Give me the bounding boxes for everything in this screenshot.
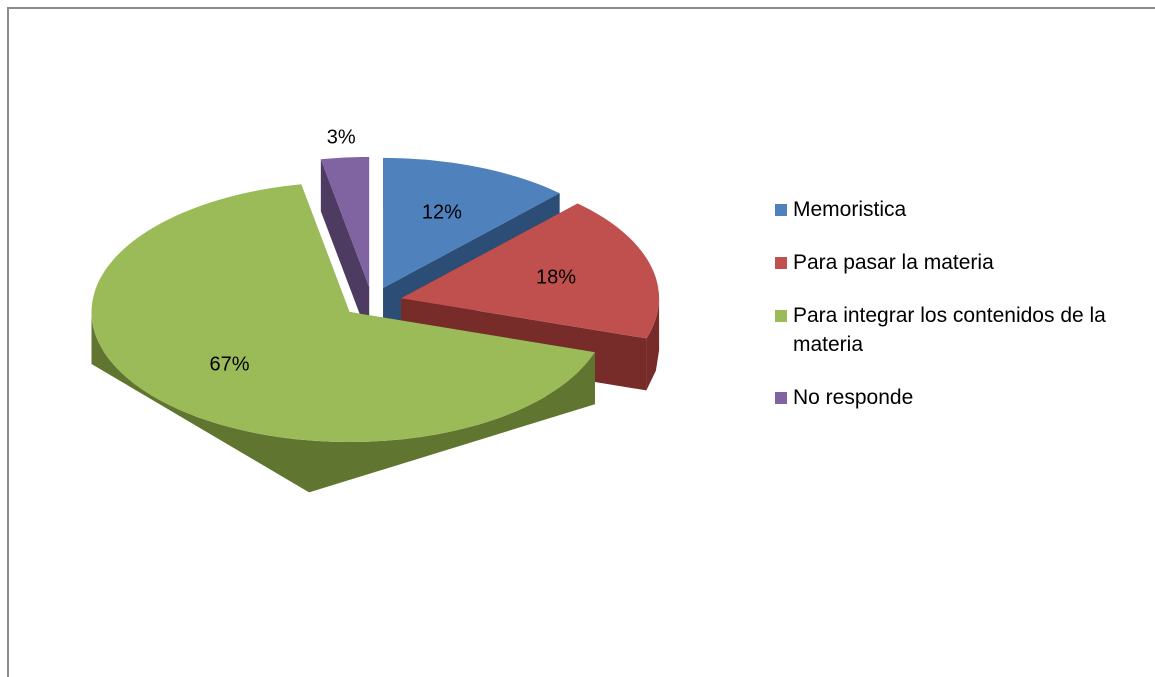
legend: Memoristica Para pasar la materia Para int… [775,195,1135,436]
data-label: 3% [327,126,356,148]
legend-label: Para pasar la materia [793,251,994,274]
legend-label: No responde [793,386,914,409]
legend-swatch [775,257,787,269]
legend-label: Memoristica [793,198,907,221]
slice [401,203,660,339]
slice [320,157,370,287]
legend-item: No responde [775,383,1135,412]
chart-frame [7,7,1155,677]
legend-swatch [775,204,787,216]
slice [383,157,560,288]
slice [91,184,595,443]
legend-swatch [775,310,787,322]
slice-edge [320,159,370,339]
data-label: 12% [422,201,462,223]
data-label: 18% [536,266,576,288]
legend-swatch [775,392,787,404]
legend-label: Para integrar los contenidos de la mater… [793,304,1106,356]
legend-item: Memoristica [775,195,1135,224]
slice-side [91,312,595,493]
data-label: 67% [209,354,249,376]
legend-item: Para pasar la materia [775,248,1135,277]
slice-side [646,298,660,391]
legend-item: Para integrar los contenidos de la mater… [775,301,1135,359]
